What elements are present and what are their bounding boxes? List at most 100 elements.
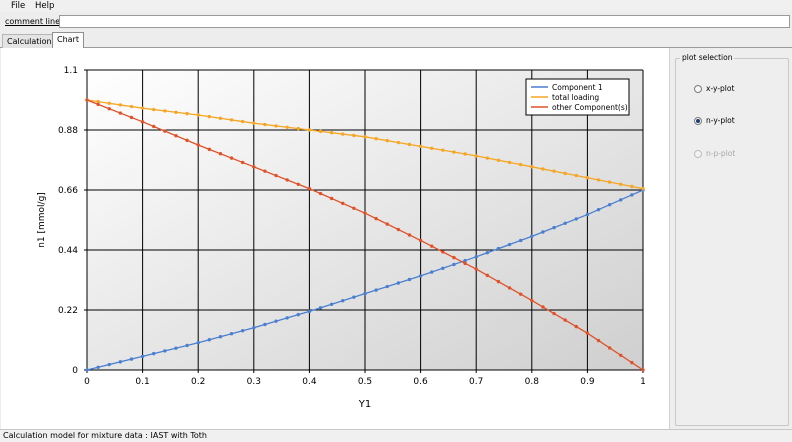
data-point	[441, 266, 445, 270]
legend-label: other Component(s)	[552, 103, 628, 112]
data-point	[530, 234, 534, 239]
data-point	[452, 150, 456, 154]
y-tick-label: 0	[72, 366, 78, 376]
data-point	[185, 138, 189, 143]
x-tick-label: 0.3	[247, 377, 261, 387]
data-point	[352, 206, 356, 210]
data-point	[352, 133, 356, 138]
data-point	[263, 122, 267, 127]
radio-button[interactable]	[694, 85, 702, 93]
data-point	[341, 132, 345, 136]
data-point	[552, 225, 556, 230]
data-point	[507, 286, 512, 290]
data-point	[385, 138, 389, 143]
data-point	[530, 165, 534, 169]
chart-area: 0 0.1 0.2 0.3 0.4 0.5 0.6 0.7 0.8 0.9 1 0 0.22 0.44 0.…	[1, 48, 670, 429]
data-point	[341, 299, 345, 303]
data-point	[496, 158, 501, 162]
data-point	[240, 160, 245, 165]
chart-tab-content: 0 0.1 0.2 0.3 0.4 0.5 0.6 0.7 0.8 0.9 1 0 0.22 0.44 0.…	[1, 48, 792, 429]
data-point	[107, 107, 111, 111]
data-point	[574, 324, 578, 329]
data-point	[118, 103, 123, 107]
data-point	[207, 338, 212, 342]
data-point	[274, 173, 278, 178]
data-point	[96, 99, 100, 104]
data-point	[374, 216, 378, 221]
data-point	[263, 169, 267, 173]
data-point	[274, 124, 278, 128]
data-point	[463, 152, 467, 156]
x-tick-label: 0.8	[525, 377, 540, 387]
data-point	[207, 114, 212, 119]
status-bar: Calculation model for mixture data : IAS…	[0, 429, 792, 442]
data-point	[140, 106, 145, 110]
data-point	[474, 255, 478, 259]
radio-label: x-y-plot	[706, 84, 735, 93]
data-point	[596, 207, 601, 212]
data-point	[174, 346, 178, 350]
series-lines	[85, 98, 645, 372]
data-point	[318, 129, 323, 134]
data-point	[396, 281, 401, 285]
radio-label: n-p-plot	[706, 149, 736, 158]
data-point	[485, 156, 490, 160]
data-point	[252, 165, 256, 169]
data-point	[641, 186, 645, 191]
data-point	[463, 258, 467, 263]
x-tick-label: 0.4	[302, 377, 317, 387]
data-point	[352, 295, 356, 299]
data-point	[641, 368, 645, 372]
tab-strip: Calculation Chart	[0, 31, 792, 48]
data-point	[296, 182, 300, 186]
data-point	[296, 126, 300, 131]
data-point	[163, 109, 167, 113]
data-point	[485, 273, 490, 278]
comment-label: comment line :	[5, 17, 66, 26]
data-point	[218, 152, 223, 156]
data-point	[118, 360, 123, 364]
data-point	[552, 169, 556, 173]
data-point	[240, 119, 245, 124]
data-point	[263, 322, 267, 327]
menu-file[interactable]: File	[11, 1, 26, 11]
menu-bar: File Help	[0, 0, 792, 12]
x-tick-label: 0	[84, 377, 90, 387]
data-point	[563, 221, 567, 225]
data-point	[307, 186, 312, 191]
data-point	[496, 279, 501, 284]
menu-help[interactable]: Help	[35, 1, 55, 11]
x-tick-label: 0.6	[413, 377, 428, 387]
data-point	[463, 261, 467, 266]
data-point	[129, 357, 134, 361]
data-point	[474, 154, 478, 158]
radio-button[interactable]	[694, 117, 702, 125]
data-point	[418, 238, 423, 243]
comment-input[interactable]	[59, 15, 790, 28]
x-axis-label: Y1	[358, 399, 371, 410]
data-point	[430, 146, 434, 150]
tab-chart[interactable]: Chart	[52, 32, 84, 48]
plot-selection-panel: plot selection x-y-plot n-y-plot n-p-plo…	[670, 48, 792, 429]
data-point	[329, 302, 334, 306]
data-point	[285, 125, 289, 129]
data-point	[252, 326, 256, 330]
data-point	[619, 182, 623, 186]
data-point	[407, 277, 412, 282]
data-point	[530, 298, 534, 303]
tick-labels: 0 0.1 0.2 0.3 0.4 0.5 0.6 0.7 0.8 0.9 1 0 0.22 0.44 0.…	[58, 66, 646, 387]
tab-calculation[interactable]: Calculation	[2, 34, 57, 48]
data-point	[574, 173, 578, 178]
x-tick-label: 0.7	[469, 377, 483, 387]
data-point	[496, 246, 501, 251]
data-point	[107, 362, 111, 367]
data-point	[163, 129, 167, 133]
data-point	[541, 167, 545, 171]
data-point	[363, 211, 367, 215]
data-point	[374, 288, 378, 292]
data-point	[518, 238, 523, 243]
data-point	[585, 176, 590, 180]
data-point	[96, 365, 100, 369]
data-point	[196, 113, 200, 117]
data-point	[374, 137, 378, 141]
